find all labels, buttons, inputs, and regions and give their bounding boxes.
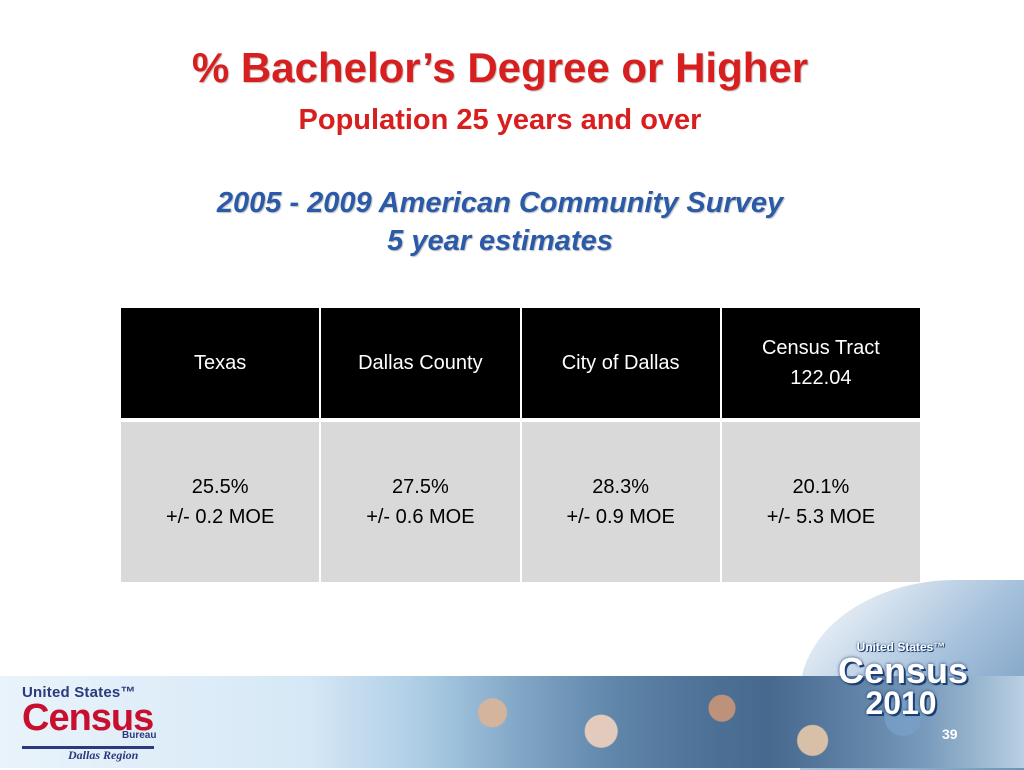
header-census-tract: Census Tract 122.04 [719,306,923,421]
header-label: Census Tract [761,337,880,359]
cell-moe: +/- 0.6 MOE [366,506,475,528]
cell-percent: 20.1% [792,476,850,498]
badge-census-text: Census [838,650,969,691]
header-dallas-county: Dallas County [319,306,522,421]
table-row: 25.5% +/- 0.2 MOE 27.5% +/- 0.6 MOE 28.3… [118,418,923,584]
data-table: Texas Dallas County City of Dallas Censu… [118,306,923,584]
badge-year-text: 2010 [865,685,937,721]
header-label-tract-number: 122.04 [790,367,852,389]
header-label: Dallas County [358,352,483,374]
cell-moe: +/- 0.9 MOE [566,506,675,528]
survey-line-2: 5 year estimates [387,225,613,257]
cell-percent: 27.5% [392,476,449,498]
survey-line-1: 2005 - 2009 American Community Survey [216,187,784,219]
header-label: City of Dallas [561,352,680,374]
table-header-row: Texas Dallas County City of Dallas Censu… [118,306,923,421]
survey-heading: 2005 - 2009 American Community Survey 5 … [0,184,1000,260]
badge-top-text: United States™ [856,640,946,654]
logo-divider [22,746,154,749]
cell-percent: 28.3% [592,476,649,498]
cell-moe: +/- 5.3 MOE [766,506,876,528]
logo-main-text: Census [22,697,154,739]
logo-top-text: United States™ [22,684,136,701]
header-city-of-dallas: City of Dallas [519,306,722,421]
logo-bureau-text: Bureau [122,730,157,741]
logo-region-text: Dallas Region [68,748,139,762]
header-texas: Texas [118,306,322,421]
census-2010-badge: United States™ Census 2010 [838,640,969,721]
photo-collage [420,676,1024,768]
cell-texas: 25.5% +/- 0.2 MOE [118,418,322,584]
cell-census-tract: 20.1% +/- 5.3 MOE [719,418,923,584]
cell-moe: +/- 0.2 MOE [165,506,275,528]
census-bureau-logo: United States™ Census Bureau Dallas Regi… [22,684,172,764]
cell-dallas-county: 27.5% +/- 0.6 MOE [319,418,522,584]
page-title: % Bachelor’s Degree or Higher [191,44,809,91]
page-number: 39 [942,726,958,742]
cell-city-of-dallas: 28.3% +/- 0.9 MOE [519,418,722,584]
cell-percent: 25.5% [191,476,249,498]
footer-banner [0,676,1024,768]
header-label: Texas [194,352,247,374]
page-subtitle: Population 25 years and over [298,104,702,136]
